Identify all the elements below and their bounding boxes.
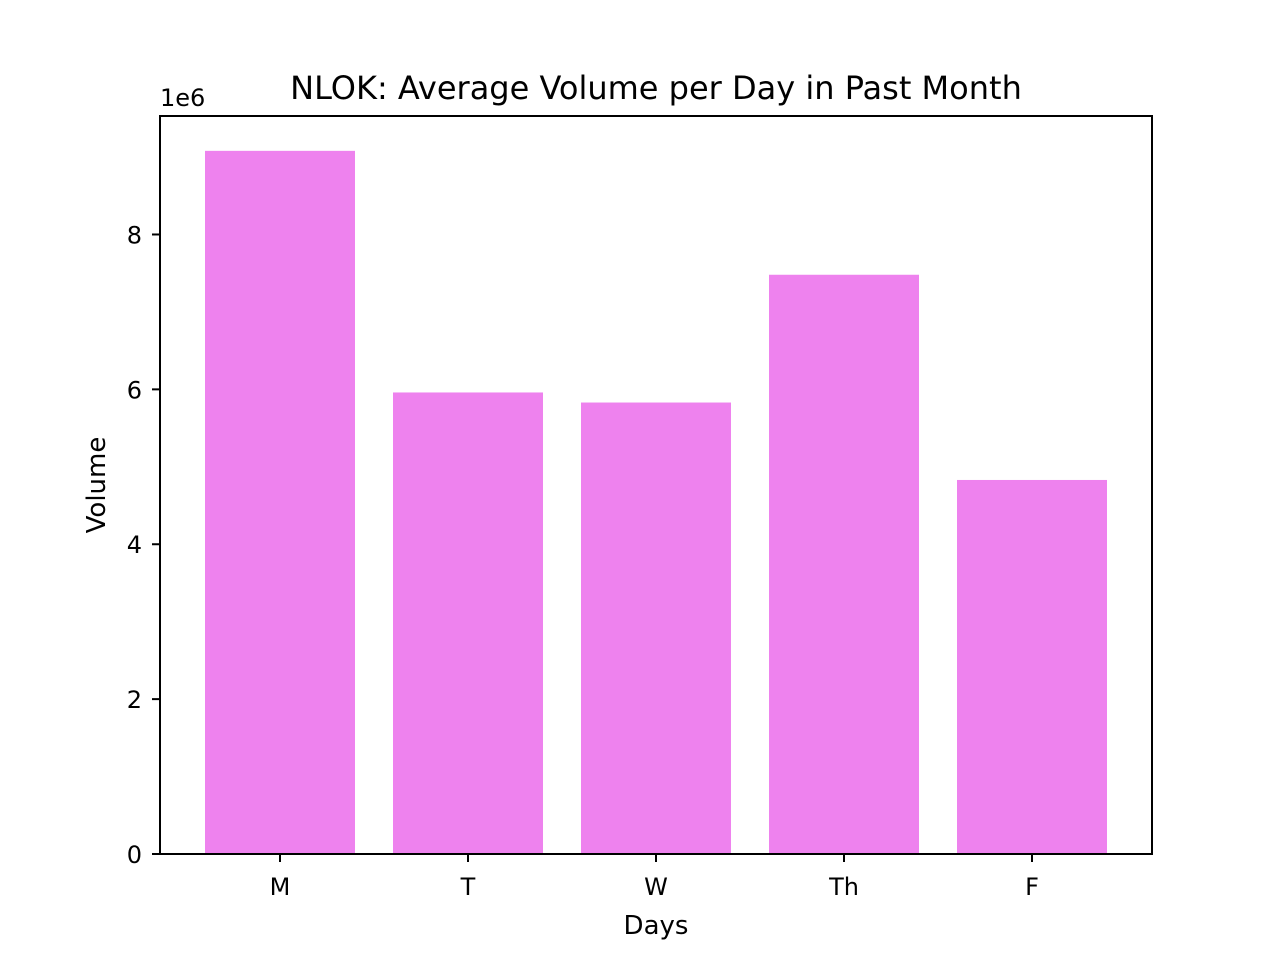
y-axis-ticks: 0 2 4 6 8	[127, 221, 160, 869]
x-tick-label: W	[644, 873, 668, 901]
x-tick-label: Th	[828, 873, 859, 901]
y-tick-label: 2	[127, 686, 142, 714]
bar-m	[205, 150, 355, 855]
y-tick-label: 6	[127, 376, 142, 404]
x-axis-label: Days	[624, 911, 689, 941]
y-axis-offset-label: 1e6	[160, 84, 205, 112]
bar-w	[581, 402, 731, 854]
y-tick-label: 4	[127, 531, 142, 559]
bars-group	[205, 150, 1107, 855]
bar-th	[769, 274, 919, 854]
plot-frame	[159, 115, 1153, 855]
x-tick-label: F	[1025, 873, 1039, 901]
chart-title: NLOK: Average Volume per Day in Past Mon…	[290, 69, 1022, 107]
bar-f	[957, 479, 1107, 854]
x-tick-label: M	[270, 873, 291, 901]
bar-t	[393, 392, 543, 854]
y-tick-label: 0	[127, 841, 142, 869]
x-axis-ticks: M T W Th F	[270, 854, 1039, 901]
x-tick-label: T	[460, 873, 476, 901]
y-tick-label: 8	[127, 221, 142, 249]
y-axis-label: Volume	[82, 437, 112, 534]
